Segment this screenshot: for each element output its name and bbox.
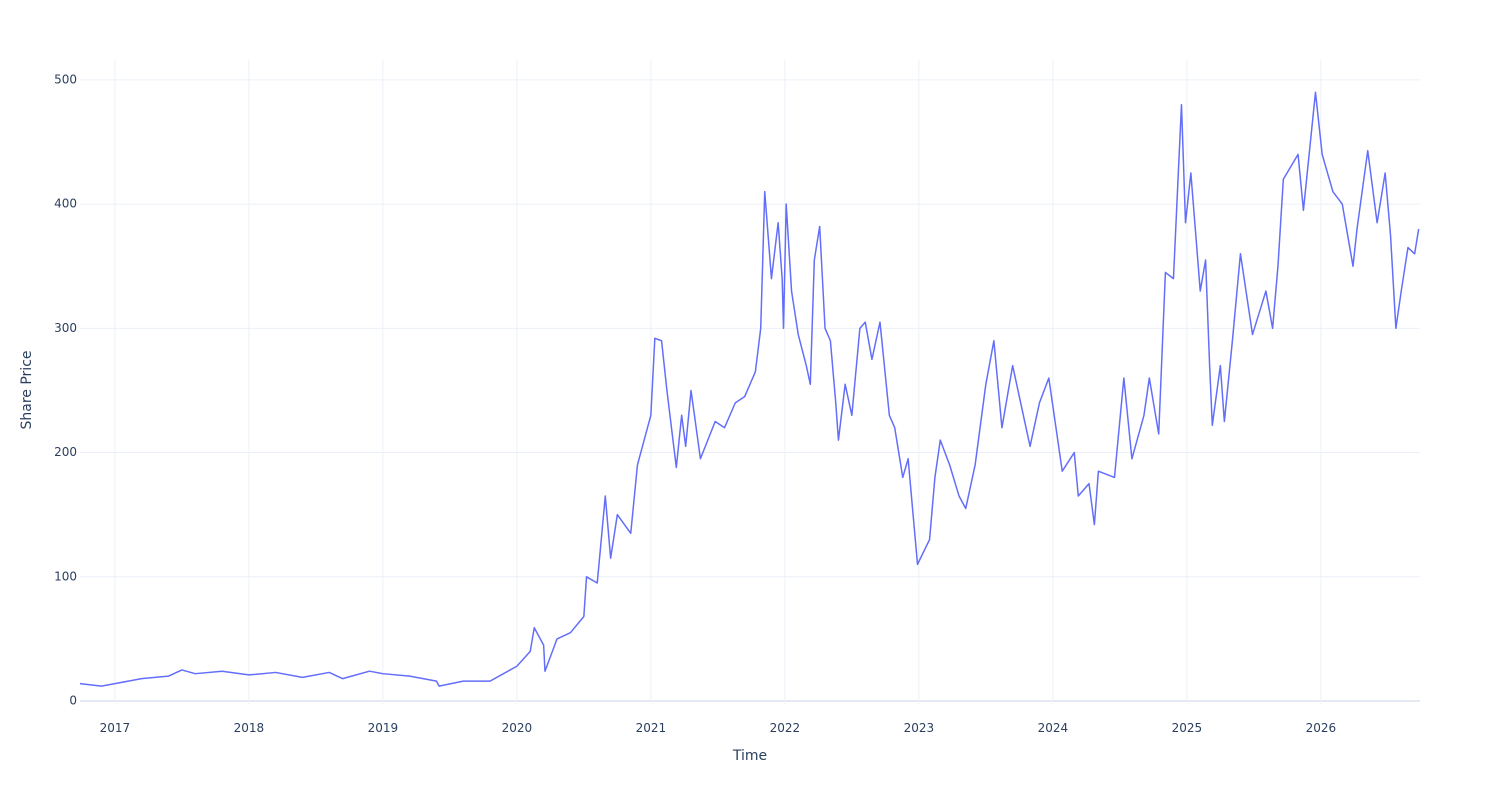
x-tick-label: 2025	[1172, 721, 1203, 735]
x-tick-label: 2020	[502, 721, 533, 735]
x-axis-title: Time	[732, 748, 767, 764]
y-tick-label: 500	[54, 72, 77, 86]
x-tick-label: 2021	[636, 721, 667, 735]
y-tick-label: 100	[54, 569, 77, 583]
y-tick-label: 200	[54, 445, 77, 459]
price-line	[79, 91, 1420, 687]
x-tick-label: 2023	[904, 721, 935, 735]
x-tick-label: 2022	[770, 721, 801, 735]
y-axis-title: Share Price	[19, 350, 35, 429]
x-tick-label: 2018	[234, 721, 265, 735]
y-tick-label: 300	[54, 321, 77, 335]
y-tick-label: 400	[54, 197, 77, 211]
x-tick-label: 2019	[368, 721, 399, 735]
x-tick-label: 2026	[1306, 721, 1337, 735]
x-tick-label: 2017	[100, 721, 131, 735]
y-tick-label: 0	[69, 694, 77, 708]
x-tick-label: 2024	[1038, 721, 1069, 735]
